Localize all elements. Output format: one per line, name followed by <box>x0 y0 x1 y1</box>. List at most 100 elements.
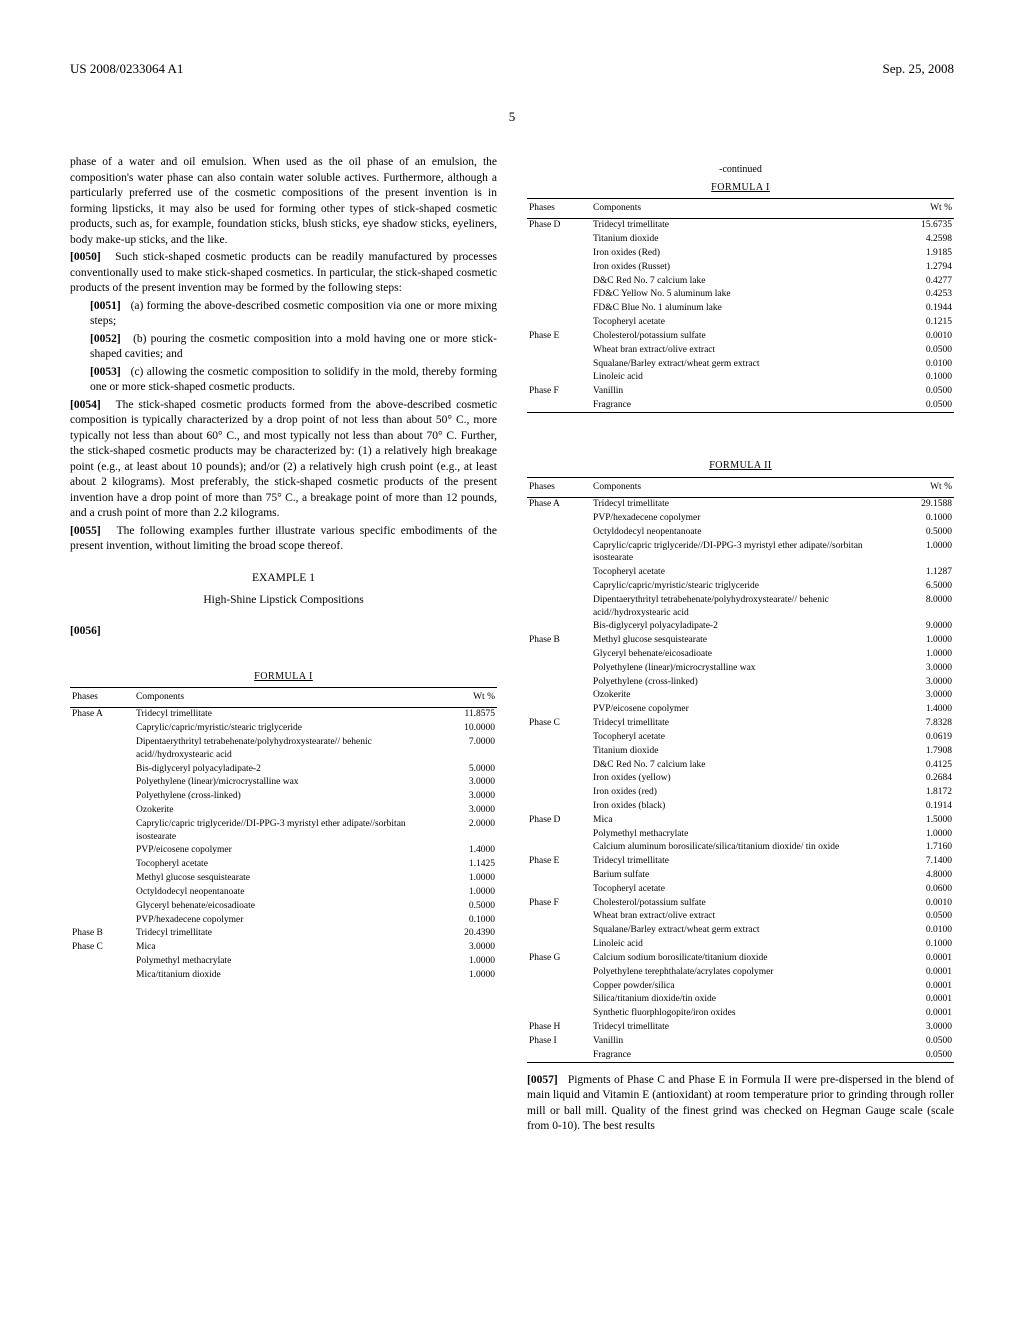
cell-phase <box>527 302 591 316</box>
para-0051: [0051] (a) forming the above-described c… <box>70 299 497 330</box>
cell-phase <box>527 772 591 786</box>
table-row: Bis-diglyceryl polyacyladipate-25.0000 <box>70 762 497 776</box>
table-row: Ozokerite3.0000 <box>70 804 497 818</box>
para-0053: [0053] (c) allowing the cosmetic composi… <box>70 365 497 396</box>
cell-component: Linoleic acid <box>591 938 890 952</box>
cell-component: Vanillin <box>591 1034 890 1048</box>
cell-component: Tocopheryl acetate <box>591 566 890 580</box>
cell-component: Tridecyl trimellitate <box>591 218 890 232</box>
table-body: Phase ATridecyl trimellitate11.8575Capry… <box>70 707 497 982</box>
para-num: [0051] <box>90 300 121 312</box>
cell-component: Bis-diglyceryl polyacyladipate-2 <box>134 762 433 776</box>
table-row: Iron oxides (Russet)1.2794 <box>527 260 954 274</box>
page-header: US 2008/0233064 A1 Sep. 25, 2008 <box>70 60 954 78</box>
cell-wt: 0.0001 <box>890 979 954 993</box>
cell-component: Titanium dioxide <box>591 233 890 247</box>
table-row: Titanium dioxide4.2598 <box>527 233 954 247</box>
cell-phase <box>70 954 134 968</box>
continued-label: -continued <box>527 163 954 177</box>
cell-component: Tridecyl trimellitate <box>591 855 890 869</box>
para-text: (a) forming the above-described cosmetic… <box>90 300 497 328</box>
cell-wt: 0.0500 <box>890 910 954 924</box>
cell-phase <box>70 735 134 762</box>
cell-component: Polymethyl methacrylate <box>134 954 433 968</box>
cell-component: Fragrance <box>591 398 890 412</box>
cell-wt: 1.9185 <box>890 247 954 261</box>
cell-phase <box>70 776 134 790</box>
cell-wt: 7.0000 <box>433 735 497 762</box>
table-row: Phase ETridecyl trimellitate7.1400 <box>527 855 954 869</box>
cell-component: Ozokerite <box>591 689 890 703</box>
right-column: -continued FORMULA I Phases Components W… <box>527 155 954 1137</box>
cell-phase <box>527 566 591 580</box>
cell-phase <box>527 938 591 952</box>
cell-component: Methyl glucose sesquistearate <box>591 634 890 648</box>
cell-wt: 3.0000 <box>890 661 954 675</box>
cell-wt: 1.7160 <box>890 841 954 855</box>
cell-wt: 0.0100 <box>890 357 954 371</box>
table-row: Iron oxides (red)1.8172 <box>527 786 954 800</box>
table-row: Phase FVanillin0.0500 <box>527 385 954 399</box>
cell-phase <box>70 885 134 899</box>
table-row: Phase FCholesterol/potassium sulfate0.00… <box>527 896 954 910</box>
table-row: Polyethylene (linear)/microcrystalline w… <box>527 661 954 675</box>
cell-phase <box>527 965 591 979</box>
table-row: PVP/eicosene copolymer1.4000 <box>527 703 954 717</box>
col-phases: Phases <box>527 477 591 497</box>
cell-phase <box>527 758 591 772</box>
cell-wt: 1.0000 <box>433 885 497 899</box>
cell-phase <box>527 343 591 357</box>
table-row: Caprylic/capric/myristic/stearic triglyc… <box>527 579 954 593</box>
table-row: Tocopheryl acetate1.1287 <box>527 566 954 580</box>
publication-date: Sep. 25, 2008 <box>883 60 955 78</box>
table-row: Titanium dioxide1.7908 <box>527 744 954 758</box>
cell-wt: 0.1000 <box>890 511 954 525</box>
cell-component: Caprylic/capric/myristic/stearic triglyc… <box>134 722 433 736</box>
table-row: D&C Red No. 7 calcium lake0.4277 <box>527 274 954 288</box>
table-row: Polymethyl methacrylate1.0000 <box>70 954 497 968</box>
cell-component: Calcium aluminum borosilicate/silica/tit… <box>591 841 890 855</box>
cell-phase <box>527 799 591 813</box>
cell-wt: 2.0000 <box>433 817 497 844</box>
cell-phase <box>527 260 591 274</box>
cell-wt: 15.6735 <box>890 218 954 232</box>
formula-title: FORMULA I <box>70 670 497 684</box>
cell-wt: 1.5000 <box>890 813 954 827</box>
composition-table: Phases Components Wt % Phase ATridecyl t… <box>70 687 497 982</box>
formula-title: FORMULA I <box>527 181 954 195</box>
para-num: [0054] <box>70 399 101 411</box>
table-row: PVP/hexadecene copolymer0.1000 <box>70 913 497 927</box>
cell-wt: 0.0500 <box>890 385 954 399</box>
para-0054: [0054] The stick-shaped cosmetic product… <box>70 398 497 522</box>
cell-phase <box>527 525 591 539</box>
cell-component: Octyldodecyl neopentanoate <box>591 525 890 539</box>
cell-component: Octyldodecyl neopentanoate <box>134 885 433 899</box>
table-header-row: Phases Components Wt % <box>527 199 954 219</box>
cell-wt: 0.4277 <box>890 274 954 288</box>
cell-component: Tridecyl trimellitate <box>134 927 433 941</box>
table-row: Phase HTridecyl trimellitate3.0000 <box>527 1020 954 1034</box>
table-row: Phase DMica1.5000 <box>527 813 954 827</box>
cell-wt: 9.0000 <box>890 620 954 634</box>
cell-wt: 1.7908 <box>890 744 954 758</box>
cell-wt: 1.0000 <box>890 539 954 566</box>
cell-phase <box>70 804 134 818</box>
cell-wt: 3.0000 <box>890 689 954 703</box>
cell-wt: 3.0000 <box>890 1020 954 1034</box>
cell-wt: 0.0010 <box>890 329 954 343</box>
cell-phase <box>527 371 591 385</box>
table-header-row: Phases Components Wt % <box>70 688 497 708</box>
cell-phase <box>527 979 591 993</box>
cell-component: Tocopheryl acetate <box>134 858 433 872</box>
cell-component: Vanillin <box>591 385 890 399</box>
table-row: Phase CTridecyl trimellitate7.8328 <box>527 717 954 731</box>
table-row: Fragrance0.0500 <box>527 398 954 412</box>
cell-phase: Phase C <box>70 941 134 955</box>
formula1-table-right: -continued FORMULA I Phases Components W… <box>527 163 954 413</box>
cell-component: Polyethylene (cross-linked) <box>134 790 433 804</box>
table-row: Polyethylene (cross-linked)3.0000 <box>527 675 954 689</box>
cell-component: Polymethyl methacrylate <box>591 827 890 841</box>
cell-wt: 0.0619 <box>890 730 954 744</box>
composition-table: Phases Components Wt % Phase ATridecyl t… <box>527 477 954 1063</box>
table-row: Octyldodecyl neopentanoate0.5000 <box>527 525 954 539</box>
